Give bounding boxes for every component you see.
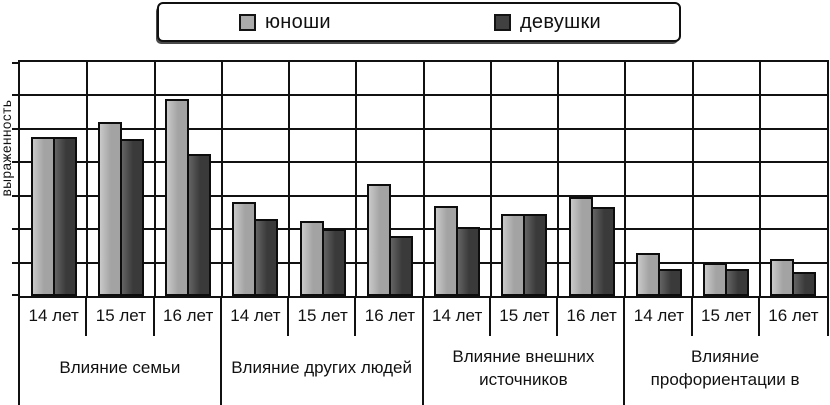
group-label: Влияние семьи <box>59 358 181 378</box>
gridline-vertical <box>624 62 627 296</box>
bar-girls-16 лет <box>792 272 817 296</box>
bar-pair <box>558 62 625 296</box>
y-axis-tick <box>12 62 18 64</box>
age-label: 14 лет <box>633 306 684 325</box>
gridline-vertical <box>557 62 559 296</box>
bar-boys-15 лет <box>703 263 728 296</box>
age-separator-line <box>757 298 760 336</box>
age-separator-line <box>556 298 558 336</box>
bar-pair <box>222 62 289 296</box>
gridline-vertical <box>220 62 223 296</box>
bar-pair <box>155 62 222 296</box>
y-axis-tick <box>12 261 18 264</box>
age-separator-line <box>690 298 693 336</box>
age-label: 16 лет <box>163 306 214 325</box>
bar-boys-14 лет <box>232 202 257 296</box>
age-label: 16 лет <box>364 306 415 325</box>
bar-boys-16 лет <box>568 197 593 296</box>
bar-boys-14 лет <box>635 253 660 296</box>
age-label: 14 лет <box>432 306 483 325</box>
bar-girls-16 лет <box>388 236 413 296</box>
bar-boys-15 лет <box>97 122 122 296</box>
y-axis-tick <box>12 294 18 296</box>
y-axis-tick <box>12 161 18 164</box>
legend-item-girls: девушки <box>493 10 601 34</box>
group-label: Влияние других людей <box>231 358 413 378</box>
age-label: 16 лет <box>566 306 617 325</box>
gridline-vertical <box>758 62 761 296</box>
group-separator-line <box>623 298 626 405</box>
bar-pair <box>87 62 154 296</box>
bar-boys-14 лет <box>434 206 459 296</box>
legend-label-girls: девушки <box>519 10 601 33</box>
legend-label-boys: юноши <box>265 10 331 33</box>
boys-swatch-icon <box>239 13 256 31</box>
age-separator-line <box>287 298 289 336</box>
bar-pair <box>625 62 692 296</box>
legend-item-boys: юноши <box>239 11 331 34</box>
y-axis-tick <box>12 194 18 197</box>
girls-swatch-icon <box>493 13 511 31</box>
gridline-vertical <box>691 62 694 296</box>
y-axis-label: выраженность <box>0 99 14 197</box>
age-separator-line <box>152 298 155 336</box>
group-separator-line <box>18 298 20 405</box>
age-label: 15 лет <box>701 306 752 325</box>
bar-pair <box>491 62 558 296</box>
bar-boys-16 лет <box>770 259 795 296</box>
y-axis-tick <box>12 94 18 97</box>
age-label: 14 лет <box>230 306 281 325</box>
right-edge-line <box>827 298 829 336</box>
y-axis-tick <box>12 127 18 130</box>
gridline-vertical <box>86 62 89 296</box>
age-label: 15 лет <box>499 306 550 325</box>
bar-pair <box>20 62 87 296</box>
age-label: 15 лет <box>297 306 348 325</box>
age-label: 16 лет <box>768 306 819 325</box>
age-separator-line <box>488 298 491 336</box>
bar-boys-15 лет <box>299 221 324 296</box>
bar-girls-14 лет <box>657 269 682 296</box>
gridline-vertical <box>355 62 358 296</box>
gridline-vertical <box>153 62 156 296</box>
bar-pair <box>424 62 491 296</box>
group-separator-line <box>219 298 222 405</box>
bar-girls-15 лет <box>321 229 346 296</box>
bar-girls-16 лет <box>187 154 212 296</box>
group-separator-line <box>421 298 424 405</box>
gridline-vertical <box>288 62 290 296</box>
gridline-vertical <box>489 62 492 296</box>
bar-girls-16 лет <box>590 207 615 296</box>
bar-pair <box>289 62 356 296</box>
bar-girls-15 лет <box>523 214 548 296</box>
bar-pair <box>760 62 827 296</box>
age-label: 14 лет <box>28 306 79 325</box>
bar-pair <box>693 62 760 296</box>
age-separator-line <box>354 298 357 336</box>
bar-boys-16 лет <box>165 99 190 296</box>
y-axis-tick <box>12 228 18 231</box>
bar-boys-15 лет <box>501 214 526 296</box>
x-axis: 14 лет 15 лет 16 лет 14 лет 15 лет 16 лет 14 л… <box>18 298 829 405</box>
bar-girls-14 лет <box>254 219 279 296</box>
bar-girls-14 лет <box>456 227 481 296</box>
bar-boys-14 лет <box>30 137 55 296</box>
plot-area <box>12 60 829 298</box>
bar-pair <box>356 62 423 296</box>
age-label: 15 лет <box>95 306 146 325</box>
bar-girls-15 лет <box>119 139 144 296</box>
group-label: Влияние профориентации в <box>650 346 800 389</box>
bar-boys-16 лет <box>366 184 391 296</box>
age-separator-line <box>85 298 88 336</box>
bar-girls-14 лет <box>52 137 77 296</box>
group-label: Влияние внешних источников <box>452 346 595 389</box>
gridline-vertical <box>422 62 425 296</box>
legend: юноши девушки <box>157 2 681 42</box>
bar-girls-15 лет <box>725 269 750 296</box>
